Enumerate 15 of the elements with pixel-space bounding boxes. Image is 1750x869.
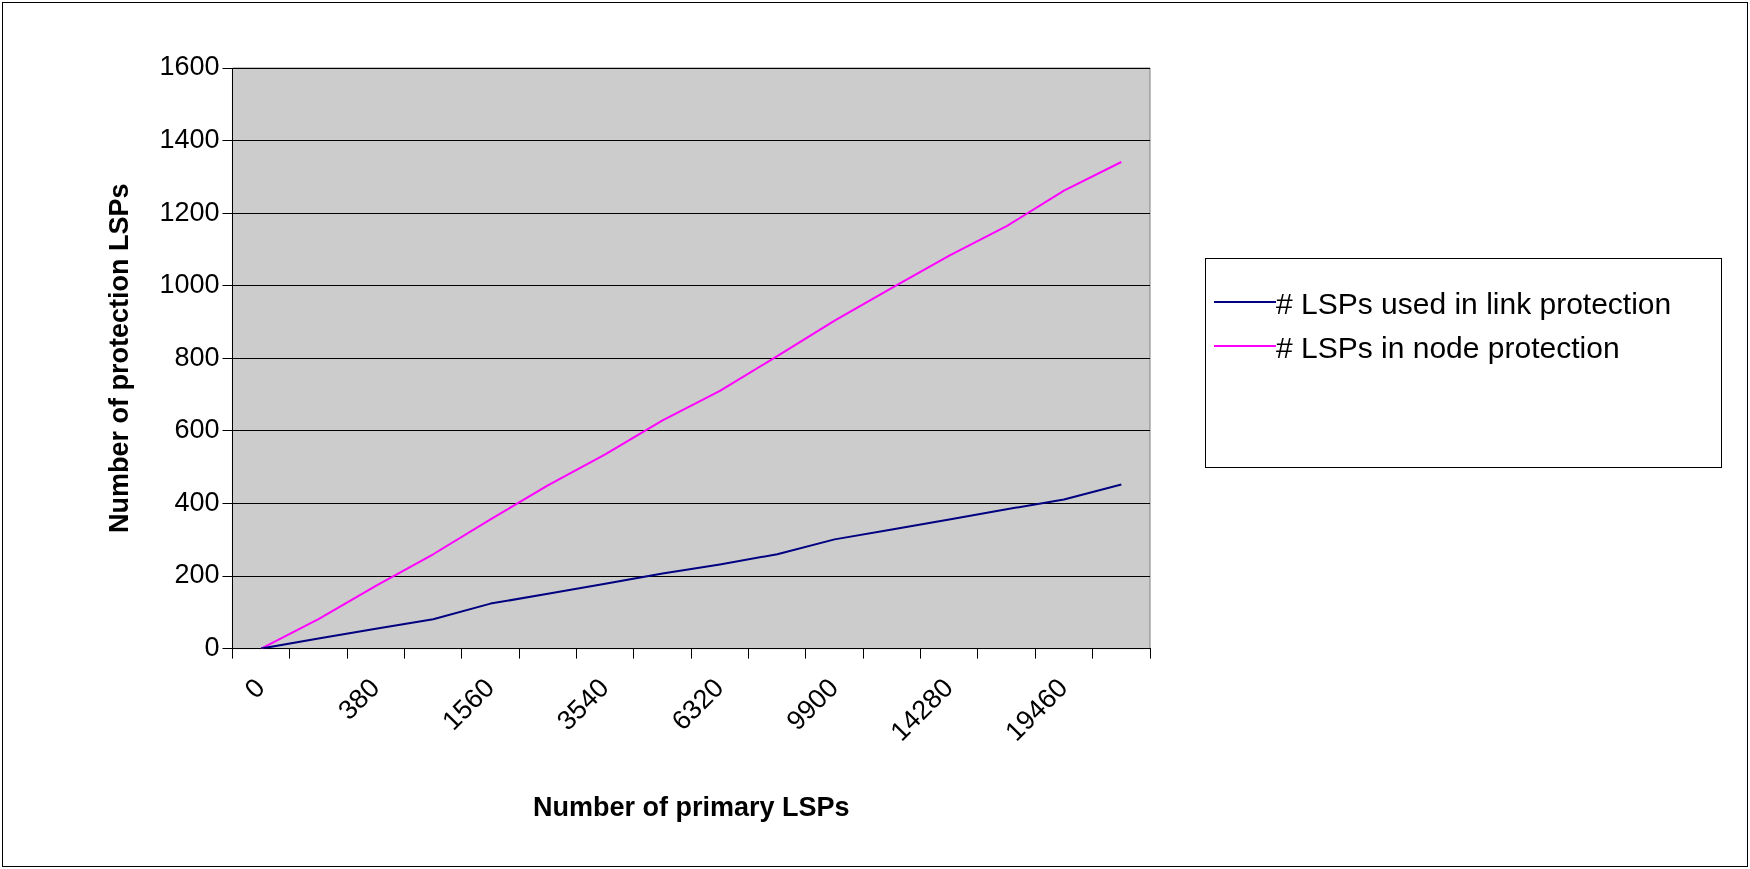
y-tick-label: 800 [174,341,220,372]
y-tick-label: 200 [174,559,220,590]
y-tick-label: 1200 [159,196,220,227]
x-tick-label: 0 [238,672,271,705]
y-axis-title: Number of protection LSPs [103,183,134,534]
legend-label: # LSPs in node protection [1276,330,1620,367]
y-tick-label: 1400 [159,124,220,155]
y-tick-label: 1000 [159,269,220,300]
x-axis-title: Number of primary LSPs [532,792,850,823]
y-tick-label: 0 [204,632,220,663]
x-tick-label: 380 [332,672,386,726]
legend-label: # LSPs used in link protection [1276,286,1672,323]
y-tick-label: 1600 [159,51,220,82]
y-tick-label: 400 [174,486,220,517]
y-tick-label: 600 [174,414,220,445]
